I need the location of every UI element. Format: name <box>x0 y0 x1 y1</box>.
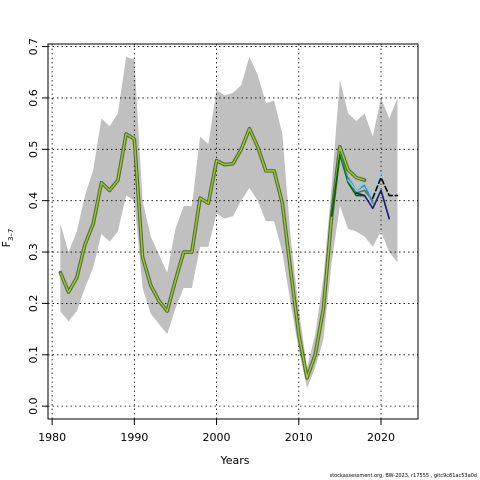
x-tick-label: 2000 <box>203 431 231 444</box>
svg-text:F3–7: F3–7 <box>0 229 15 248</box>
y-tick-label: 0.1 <box>27 346 40 364</box>
confidence-band <box>60 56 398 389</box>
series-line-5 <box>355 189 391 220</box>
y-tick-label: 0.7 <box>27 38 40 56</box>
footer-credit: stockassessment.org, BW-2023, r17555 , g… <box>330 473 477 479</box>
y-tick-label: 0.2 <box>27 295 40 313</box>
y-axis-title-subscript: 3–7 <box>7 229 15 241</box>
series-layer <box>58 126 399 380</box>
axis-layer: 1980 1990 2000 2010 2020 0.0 0.1 0.2 0.3 0.4 0.5 0.… <box>27 38 395 444</box>
x-axis-title: Years <box>219 454 249 467</box>
confidence-band-layer <box>60 56 398 389</box>
plot-frame <box>47 43 419 420</box>
y-tick-label: 0.3 <box>27 243 40 261</box>
series-line-1 <box>330 153 366 217</box>
y-axis-title-main: F <box>0 241 13 247</box>
x-tick-label: 1980 <box>38 431 66 444</box>
y-tick-label: 0.0 <box>27 397 40 415</box>
series-line-3 <box>347 176 374 205</box>
y-tick-label: 0.6 <box>27 89 40 107</box>
series-line-0-highlight <box>59 128 365 379</box>
x-tick-label: 1990 <box>120 431 148 444</box>
series-line-6 <box>371 176 399 199</box>
y-tick-label: 0.4 <box>27 192 40 210</box>
x-tick-label: 2010 <box>285 431 313 444</box>
y-tick-label: 0.5 <box>27 141 40 159</box>
grid-layer <box>48 44 418 419</box>
y-axis-title: F3–7 <box>0 229 15 248</box>
x-tick-label: 2020 <box>367 431 395 444</box>
